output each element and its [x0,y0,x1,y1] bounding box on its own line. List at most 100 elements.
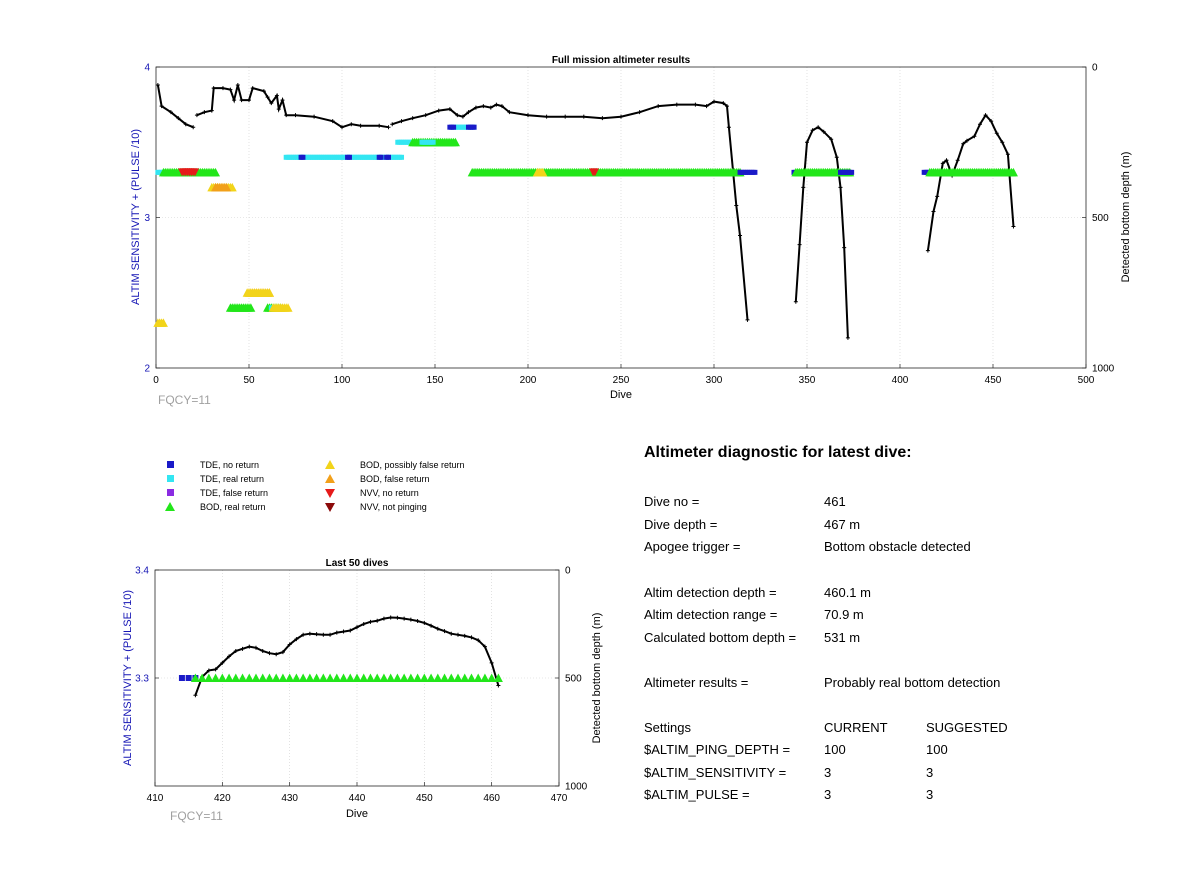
depth-point [209,108,214,113]
depth-point [276,107,281,112]
depth-point [460,114,465,119]
depth-point [202,110,207,115]
calculated-depth-label: Calculated bottom depth = [644,630,797,645]
depth-point [194,113,199,118]
marker-bod_real_return [365,673,375,682]
x-tick-label: 440 [349,793,366,804]
depth-point [348,628,353,633]
dive-depth-label: Dive depth = [644,517,718,532]
depth-point [377,123,382,128]
marker-tde_no_return [386,154,391,160]
marker-tde_no_return [378,154,384,160]
depth-point [220,660,225,665]
depth-point [488,105,493,110]
depth-point [563,114,568,119]
square-icon [164,474,178,484]
calculated-depth-row: Calculated bottom depth = 531 m [644,630,1084,648]
depth-point [469,635,474,640]
depth-point [456,632,460,637]
depth-point [206,668,211,673]
marker-bod_real_return [312,673,322,682]
marker-bod_real_return [480,673,490,682]
marker-layer [153,124,1018,327]
depth-point [415,618,420,623]
detection-range-value: 70.9 m [824,607,864,622]
diagnostic-title: Altimeter diagnostic for latest dive: [644,444,912,461]
depth-point [793,299,798,304]
marker-bod_real_return [446,673,456,682]
marker-bod_real_return [473,673,483,682]
depth-point [455,113,460,118]
depth-point [358,123,363,128]
legend-label: BOD, possibly false return [360,460,465,470]
triangle-down-icon [324,502,338,512]
depth-line [391,100,749,320]
depth-point [436,108,441,113]
dive-depth-value: 467 m [824,517,861,532]
marker-tde_no_return [849,169,855,175]
altimeter-results-row: Altimeter results = Probably real bottom… [644,675,1084,693]
triangle-down-icon [324,488,338,498]
y2-tick-labels: 0 500 1000 [1092,63,1115,375]
setting-suggested: 3 [926,787,934,802]
x-tick-label: 400 [892,375,909,386]
depth-point [239,98,244,103]
y2-tick-label: 500 [1092,213,1109,224]
depth-point [155,83,160,88]
depth-point [810,128,815,133]
marker-bod_real_return [246,303,256,312]
y-tick-labels: 2 3 4 [144,63,150,375]
setting-name: $ALTIM_PULSE = [644,787,750,802]
y2-tick-label: 0 [565,566,571,577]
depth-point [544,114,549,119]
depth-point [402,616,407,621]
depth-point [321,632,326,637]
marker-bod_real_return [204,673,214,682]
depth-point [267,651,272,656]
depth-point [838,185,843,190]
legend-item-nvv-no-return: NVV, no return [324,486,419,500]
marker-bod_real_return [372,673,382,682]
depth-point [375,618,380,623]
setting-current: 3 [824,787,832,802]
settings-header-row: Settings CURRENT SUGGESTED [644,720,1084,738]
x-tick-label: 450 [416,793,433,804]
depth-point [1011,224,1016,229]
depth-point [674,102,679,107]
x-tick-label: 150 [427,375,444,386]
legend-label: TDE, real return [200,474,265,484]
depth-point [834,155,839,160]
depth-point [340,125,344,130]
depth-point [507,110,512,115]
y2-tick-label: 0 [1092,63,1098,74]
depth-point [159,104,164,109]
depth-point [581,114,586,119]
marker-bod_real_return [466,673,476,682]
marker-nvv_no_return [191,168,200,177]
y2-axis-label: Detected bottom depth (m) [591,613,603,744]
depth-point [704,104,709,109]
marker-bod_real_return [406,673,416,682]
depth-point [368,619,373,624]
y-tick-label: 2 [144,364,150,375]
depth-point [390,122,395,127]
altimeter-diagnostic-panel: Altimeter diagnostic for latest dive: Di… [644,444,1084,814]
altimeter-results-value: Probably real bottom detection [824,675,1001,690]
depth-point [213,667,218,672]
marker-bod_real_return [238,673,248,682]
legend-label: NVV, not pinging [360,502,427,512]
x-tick-label: 460 [483,793,500,804]
depth-point [423,113,428,118]
marker-bod_real_return [318,673,328,682]
depth-point [462,633,467,638]
x-tick-label: 450 [985,375,1002,386]
depth-line [794,126,849,338]
apogee-trigger-value: Bottom obstacle detected [824,539,971,554]
marker-bod_real_return [258,673,268,682]
depth-point [745,317,750,322]
apogee-trigger-label: Apogee trigger = [644,539,741,554]
depth-line [156,84,194,129]
depth-point [247,98,251,103]
depth-point [829,137,834,142]
depth-point [220,86,225,91]
